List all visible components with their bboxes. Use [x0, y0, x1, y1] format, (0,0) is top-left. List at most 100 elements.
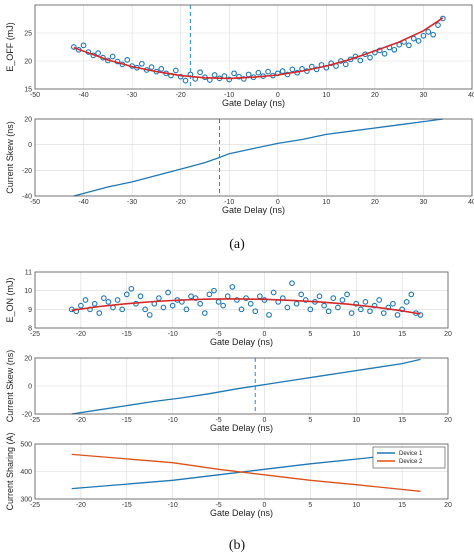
data-point — [197, 69, 203, 76]
data-point — [78, 302, 84, 309]
data-point — [123, 291, 130, 298]
fit-curve — [71, 298, 421, 315]
series-line — [71, 358, 421, 415]
y-tick-label: -20 — [22, 168, 32, 175]
data-point — [417, 312, 424, 318]
data-point — [391, 46, 398, 53]
data-point — [302, 297, 309, 303]
x-tick-label: 0 — [262, 331, 266, 338]
x-tick-label: -30 — [127, 92, 137, 99]
x-tick-label: -30 — [127, 199, 137, 206]
x-tick-label: 10 — [322, 199, 330, 206]
data-point — [182, 77, 189, 84]
x-tick-label: 20 — [371, 92, 379, 99]
caption-b: (b) — [229, 538, 246, 553]
data-point — [238, 306, 245, 313]
x-tick-label: 0 — [276, 199, 280, 206]
data-point — [206, 291, 213, 298]
data-point — [403, 299, 410, 305]
y-tick-label: 300 — [20, 497, 32, 504]
data-point — [289, 280, 295, 287]
y-axis-label: Current Sharing (A) — [5, 432, 15, 510]
data-point — [367, 54, 373, 61]
data-point — [353, 300, 360, 307]
data-point — [137, 293, 144, 300]
data-point — [367, 308, 373, 315]
plot-area — [35, 119, 472, 196]
legend-label: Device 2 — [399, 459, 423, 465]
data-point — [91, 300, 98, 307]
y-tick-label: 8 — [28, 326, 32, 333]
data-point — [172, 67, 179, 74]
x-tick-label: 5 — [308, 331, 312, 338]
data-point — [177, 73, 184, 80]
x-tick-label: 5 — [308, 417, 312, 424]
data-point — [229, 284, 236, 290]
x-tick-label: 20 — [444, 331, 452, 338]
y-tick-label: 0 — [28, 142, 32, 149]
chart-panel-1: -50 -40 -30 -20 -10 0 10 20 30 40 15 20 25 Gate Delay… — [5, 4, 474, 108]
x-tick-label: 5 — [308, 502, 312, 509]
x-tick-label: -50 — [30, 92, 40, 99]
data-point — [410, 35, 417, 42]
x-tick-label: -20 — [76, 502, 86, 509]
data-point — [142, 306, 148, 313]
data-point — [70, 44, 77, 50]
data-point — [330, 295, 337, 301]
fit-curve — [73, 17, 444, 80]
data-point — [188, 293, 194, 300]
x-tick-label: -20 — [176, 92, 186, 99]
x-tick-label: -25 — [30, 331, 40, 338]
data-point — [197, 300, 204, 307]
y-tick-label: 20 — [24, 117, 32, 124]
data-point — [148, 64, 155, 71]
data-point — [357, 57, 364, 64]
data-point — [390, 300, 396, 307]
x-tick-label: -15 — [122, 502, 132, 509]
data-point — [165, 289, 171, 296]
data-point — [255, 69, 262, 76]
y-axis-label: Current Skew (ns) — [5, 350, 15, 423]
data-point — [114, 297, 121, 303]
plot-area — [35, 272, 448, 328]
data-point — [128, 285, 135, 292]
data-point — [385, 304, 392, 311]
caption-a: (a) — [229, 237, 245, 252]
y-tick-label: -40 — [22, 194, 32, 201]
data-point — [344, 291, 350, 298]
x-tick-label: 10 — [352, 502, 360, 509]
data-point — [226, 76, 233, 83]
data-point — [380, 310, 387, 316]
axes-frame — [34, 357, 449, 415]
data-point — [425, 29, 432, 35]
x-tick-label: -40 — [78, 199, 88, 206]
x-tick-label: 0 — [262, 502, 266, 509]
data-point — [109, 53, 116, 60]
chart-panel-5: -25 -20 -15 -10 -5 0 5 10 15 20 300 400 500 Gate Dela… — [5, 432, 452, 518]
data-point — [298, 291, 305, 298]
y-axis-label: Current Skew (ns) — [5, 121, 15, 194]
data-point — [440, 15, 446, 22]
data-point — [399, 306, 405, 313]
data-point — [376, 297, 383, 303]
data-point — [160, 304, 167, 311]
data-point — [316, 293, 323, 300]
data-point — [415, 37, 422, 44]
data-point — [408, 291, 415, 298]
data-point — [289, 66, 296, 73]
data-point — [406, 42, 412, 49]
chart-panel-3: -25 -20 -15 -10 -5 0 5 10 15 20 8 9 10 11 Gate Delay (… — [5, 270, 452, 348]
x-tick-label: 40 — [468, 92, 474, 99]
data-point — [211, 287, 217, 294]
data-point — [420, 32, 427, 39]
data-point — [342, 61, 349, 68]
data-point — [234, 297, 240, 303]
x-tick-label: 20 — [444, 417, 452, 424]
y-tick-label: 0 — [28, 384, 32, 391]
y-tick-label: 15 — [24, 87, 32, 94]
data-point — [124, 57, 131, 63]
data-point — [339, 297, 346, 303]
data-point — [362, 299, 369, 305]
